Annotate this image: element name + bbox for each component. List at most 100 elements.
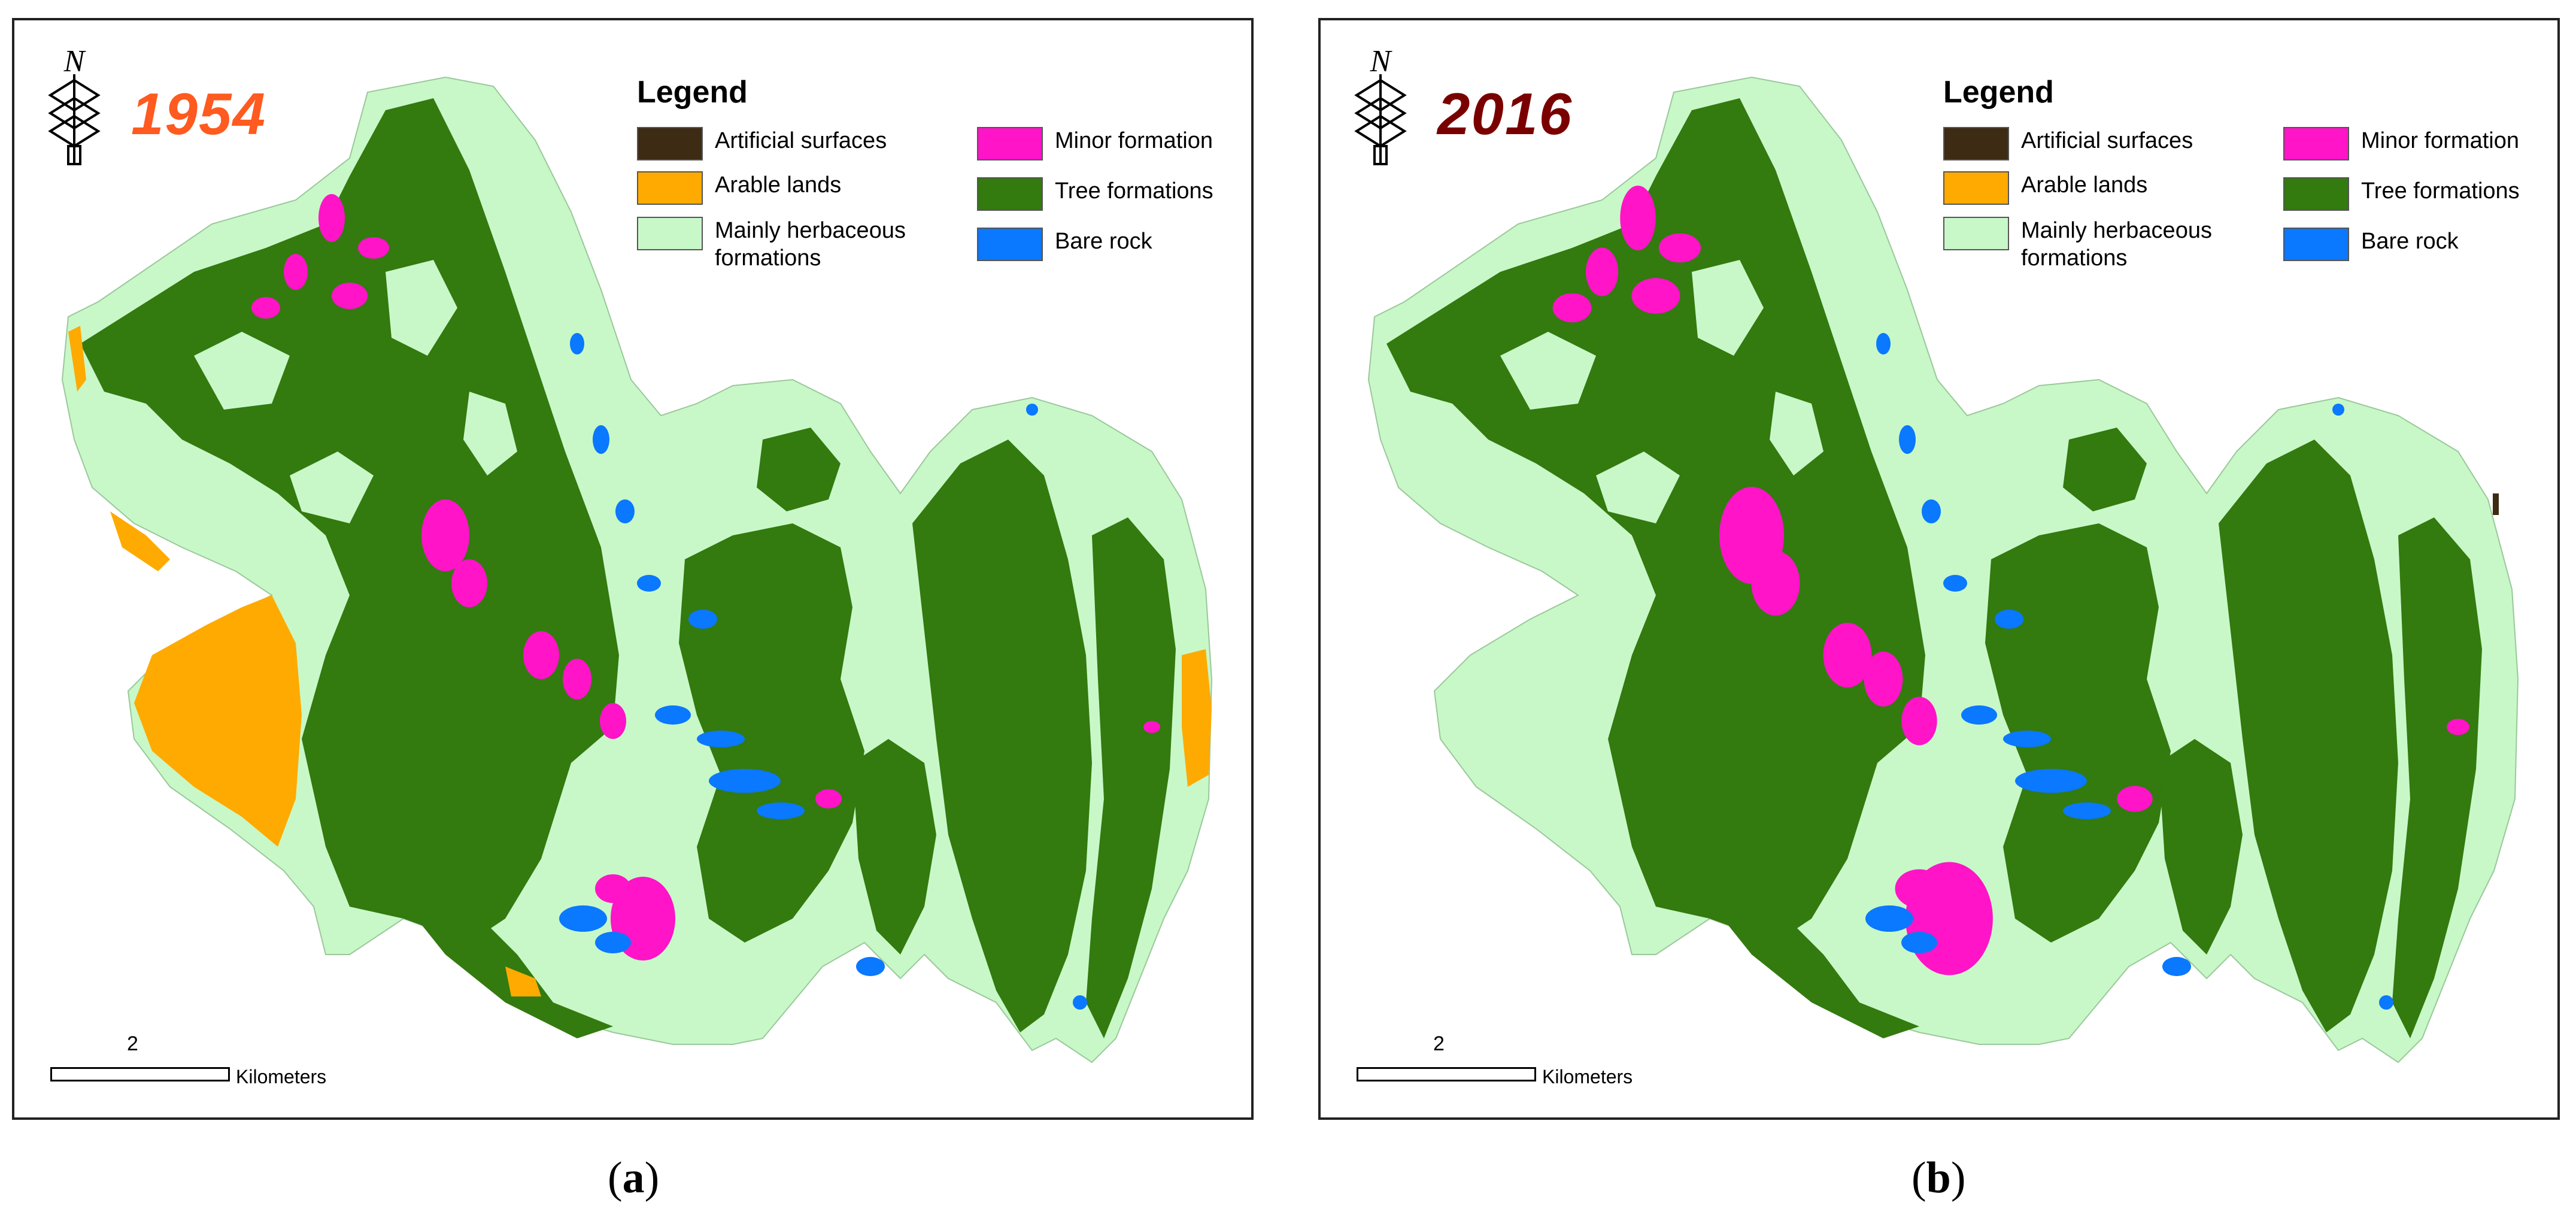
region-arable-land: [505, 967, 541, 996]
legend-swatch: [1943, 127, 2009, 160]
patch-bare-rock: [570, 333, 584, 355]
map-shapes: [1367, 76, 2519, 1064]
legend-label: Tree formations: [1055, 178, 1213, 204]
patch-minor-formation: [1823, 623, 1872, 687]
legend-swatch: [1943, 171, 2009, 205]
year-label: 1954: [131, 81, 267, 147]
legend-title: Legend: [637, 75, 748, 110]
patch-minor-formation: [318, 194, 345, 242]
panel-caption-b: (b): [1911, 1153, 1965, 1204]
region-herbaceous-patch: [1692, 260, 1764, 356]
region-tree-formation: [679, 523, 864, 943]
region-tree-formation: [1985, 523, 2171, 943]
patch-bare-rock: [2332, 404, 2344, 416]
patch-bare-rock: [1899, 425, 1916, 454]
scale-rect: [50, 1067, 230, 1081]
map-panel-1954: N 1954 Legend Artificial surfaces Arable…: [12, 18, 1254, 1120]
patch-bare-rock: [2003, 731, 2051, 747]
patch-bare-rock: [1876, 333, 1891, 355]
patch-bare-rock: [593, 425, 609, 454]
region-herbaceous-patch: [463, 392, 517, 475]
legend-label: Bare rock: [2361, 229, 2459, 254]
region-tree-formation: [1704, 895, 1919, 1038]
patch-minor-formation: [600, 703, 626, 739]
patch-minor-formation: [358, 237, 389, 259]
patch-minor-formation: [1751, 551, 1800, 616]
region-herbaceous-patch: [290, 452, 374, 523]
region-tree-formation: [2063, 428, 2147, 511]
patch-minor-formation: [1586, 247, 1618, 296]
patch-bare-rock: [688, 610, 717, 629]
region-herbaceous-patch: [386, 260, 457, 356]
caption-letter: b: [1926, 1153, 1951, 1202]
legend-label: Artificial surfaces: [715, 128, 887, 153]
map-panel-2016: N 2016 Legend Artificial surfaces Arable…: [1318, 18, 2560, 1120]
region-tree-formation: [2219, 440, 2398, 1032]
legend-title: Legend: [1943, 75, 2054, 110]
patch-minor-formation: [523, 631, 559, 679]
legend-swatch: [977, 127, 1043, 160]
patch-bare-rock: [1073, 995, 1087, 1010]
patch-bare-rock: [1865, 905, 1913, 932]
legend-label: Arable lands: [2021, 172, 2148, 198]
region-tree-formation: [852, 739, 936, 955]
legend-swatch: [637, 217, 703, 250]
scale-unit: Kilometers: [1542, 1066, 1633, 1087]
patch-minor-formation: [815, 789, 842, 808]
patch-minor-formation: [251, 297, 280, 319]
patch-bare-rock: [637, 575, 661, 592]
patch-bare-rock: [559, 905, 607, 932]
legend-label: Mainly herbaceous formations: [715, 218, 906, 271]
patch-bare-rock: [1901, 932, 1937, 953]
north-arrow-icon: N: [48, 44, 101, 165]
legend-swatch: [977, 177, 1043, 211]
legend: Legend Artificial surfaces Arable lands …: [625, 56, 1248, 308]
patch-bare-rock: [709, 769, 781, 793]
patch-bare-rock: [655, 705, 691, 725]
patch-bare-rock: [697, 731, 745, 747]
scale-bar: 2 Kilometers: [38, 1032, 457, 1098]
legend-swatch: [637, 171, 703, 205]
legend-swatch: [977, 228, 1043, 261]
patch-bare-rock: [1995, 610, 2023, 629]
patch-artificial-surface: [2493, 493, 2499, 515]
patch-bare-rock: [595, 932, 631, 953]
patch-bare-rock: [1026, 404, 1038, 416]
region-herbaceous-patch: [1500, 332, 1596, 410]
patch-bare-rock: [757, 802, 805, 819]
patch-minor-formation: [1552, 293, 1592, 323]
patch-minor-formation: [1620, 186, 1656, 250]
region-arable-land: [110, 511, 170, 571]
patch-bare-rock: [1961, 705, 1997, 725]
scale-bar: 2 Kilometers: [1345, 1032, 1764, 1098]
region-herbaceous-patch: [194, 332, 290, 410]
scale-rect: [1357, 1067, 1536, 1081]
region-arable-land: [134, 595, 302, 847]
patch-bare-rock: [1922, 499, 1941, 523]
scale-unit: Kilometers: [236, 1066, 327, 1087]
caption-close: ): [1950, 1153, 1966, 1202]
patch-bare-rock: [2379, 995, 2393, 1010]
region-herbaceous-patch: [1596, 452, 1680, 523]
region-tree-formation: [912, 440, 1092, 1032]
caption-close: ): [644, 1153, 660, 1202]
legend: Legend Artificial surfaces Arable lands …: [1931, 56, 2554, 308]
region-tree-formation: [1086, 517, 1176, 1038]
patch-minor-formation: [1864, 652, 1903, 707]
year-label: 2016: [1437, 81, 1573, 147]
region-arable-land: [68, 326, 86, 392]
patch-minor-formation: [284, 254, 308, 290]
patch-bare-rock: [615, 499, 635, 523]
patch-bare-rock: [856, 957, 885, 976]
legend-label: Mainly herbaceous formations: [2021, 218, 2212, 271]
panel-caption-a: (a): [608, 1153, 659, 1204]
north-label: N: [63, 44, 87, 78]
north-arrow: N: [1345, 44, 1416, 173]
caption-letter: a: [622, 1153, 645, 1202]
land-cover-map-1954: [61, 76, 1213, 1064]
region-arable-land: [1182, 649, 1212, 787]
legend-label: Tree formations: [2361, 178, 2520, 204]
legend-swatch: [1943, 217, 2009, 250]
patch-minor-formation: [2447, 719, 2469, 735]
legend-swatch: [637, 127, 703, 160]
